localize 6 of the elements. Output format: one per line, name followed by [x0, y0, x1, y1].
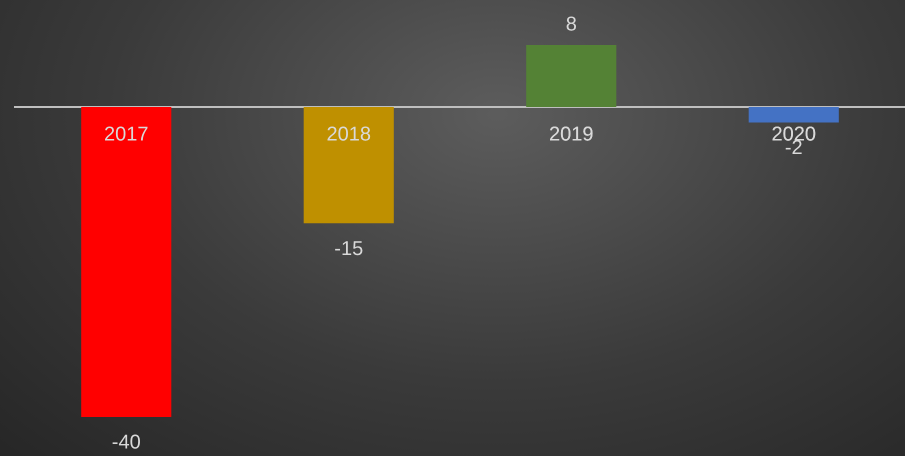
data-label: -15: [334, 238, 364, 260]
data-label: 8: [566, 14, 577, 36]
x-tick-label: 2019: [549, 124, 594, 146]
x-tick-label: 2017: [104, 124, 148, 146]
x-tick-label: 2018: [326, 124, 371, 146]
data-label: -40: [112, 432, 141, 454]
